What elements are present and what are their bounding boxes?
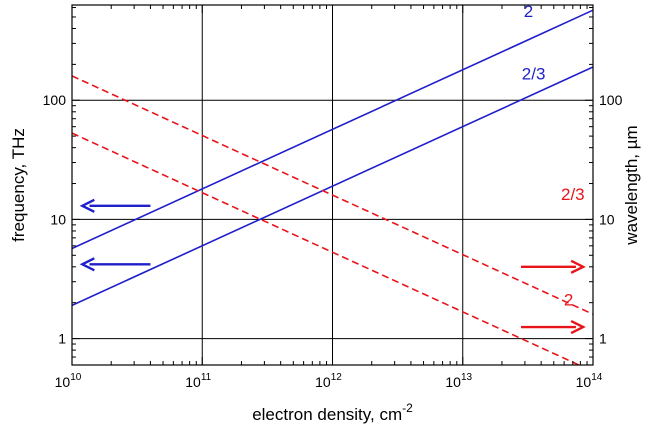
axis-labels: 2 2/3 2/3 2 electron density, cm-2 frequency,… xyxy=(9,2,641,424)
arrow-frequency-2 xyxy=(79,257,151,272)
arrow-group xyxy=(79,198,586,335)
x-tick-label-2: 1011 xyxy=(185,372,211,390)
y-right-tick-label-2: 10 xyxy=(599,211,615,227)
series-label-wavelength-4: 2 xyxy=(564,290,573,309)
x-tick-label-4: 1013 xyxy=(445,372,472,390)
plot-frame xyxy=(71,4,594,366)
arrow-frequency-1 xyxy=(79,198,151,213)
arrow-head xyxy=(79,198,95,213)
tick-labels: 1010 1011 1012 1013 1014 1 10 100 1 10 100 xyxy=(43,92,623,390)
arrow-head xyxy=(79,257,95,272)
y-left-tick-label-1: 1 xyxy=(58,331,66,347)
arrow-wavelength-4 xyxy=(520,319,586,335)
x-tick-label-1: 1010 xyxy=(55,372,82,390)
arrow-head xyxy=(570,319,586,335)
y-left-tick-label-2: 10 xyxy=(50,211,66,227)
plot-border xyxy=(71,4,594,366)
series-label-wavelength-3: 2/3 xyxy=(561,185,585,204)
y-axis-label-left: frequency, THz xyxy=(9,128,28,242)
series-label-frequency-1: 2 xyxy=(524,2,533,21)
series-line-wavelength-4 xyxy=(72,132,581,365)
y-axis-label-right: wavelength, µm xyxy=(622,125,641,245)
series-group xyxy=(72,9,593,365)
series-line-wavelength-3 xyxy=(72,75,593,315)
x-tick-label-5: 1014 xyxy=(576,372,603,390)
y-right-tick-label-3: 100 xyxy=(599,92,623,108)
y-right-tick-label-1: 1 xyxy=(599,331,607,347)
arrow-head xyxy=(570,259,586,274)
x-axis-label: electron density, cm-2 xyxy=(252,401,413,424)
x-tick-label-3: 1012 xyxy=(315,372,342,390)
series-label-frequency-2: 2/3 xyxy=(522,64,546,83)
grid xyxy=(72,5,593,365)
series-line-frequency-1 xyxy=(72,9,593,250)
series-line-frequency-2 xyxy=(72,66,593,307)
y-left-tick-label-3: 100 xyxy=(43,92,67,108)
arrow-wavelength-3 xyxy=(520,259,586,274)
